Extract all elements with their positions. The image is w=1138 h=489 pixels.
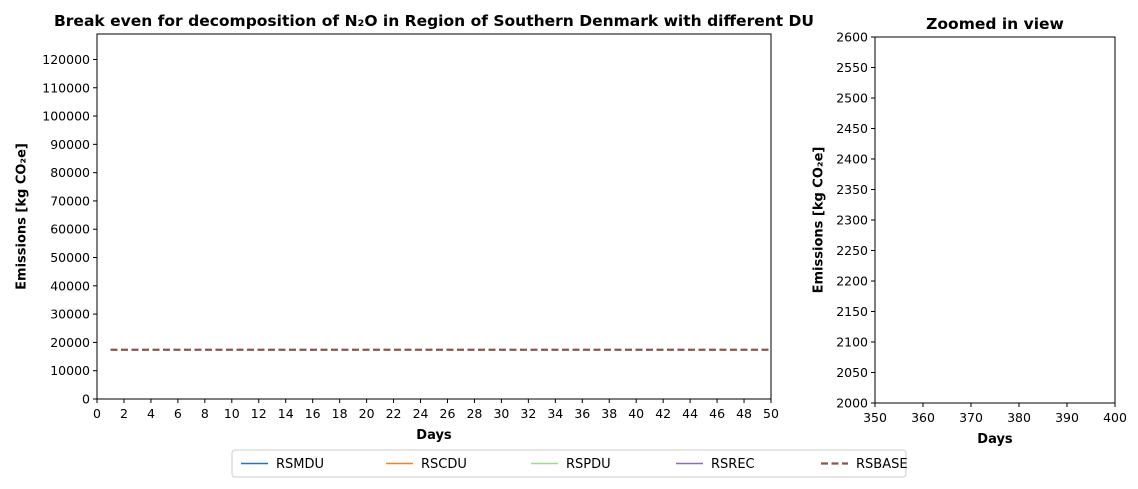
x-tick-label: 4: [147, 406, 155, 421]
chart-zoom: Zoomed in view 350 360 370 380 390 400 2000 2050…: [812, 15, 1127, 447]
y-tick-label: 100000: [42, 109, 90, 124]
x-tick-label: 46: [709, 406, 725, 421]
y-tick-label: 2000: [836, 396, 868, 411]
x-tick-label: 380: [1007, 410, 1031, 425]
x-tick-label: 36: [574, 406, 590, 421]
x-tick-label: 26: [440, 406, 456, 421]
legend: RSMDU RSCDU RSPDU RSREC RSBASE: [231, 449, 908, 478]
x-tick-label: 30: [493, 406, 509, 421]
x-tick-label: 18: [332, 406, 348, 421]
x-tick-label: 40: [628, 406, 644, 421]
x-tick-label: 34: [547, 406, 563, 421]
y-tick-label: 10000: [50, 363, 90, 378]
legend-frame: [231, 449, 907, 478]
x-axis-label: Days: [416, 428, 452, 443]
x-tick-label: 360: [911, 410, 935, 425]
x-tick-label: 12: [251, 406, 267, 421]
x-tick-label: 38: [601, 406, 617, 421]
legend-label-rspdu: RSPDU: [566, 457, 611, 472]
y-tick-label: 70000: [50, 193, 90, 208]
x-tick-label: 20: [359, 406, 375, 421]
y-tick-label: 90000: [50, 137, 90, 152]
legend-label-rsbase: RSBASE: [856, 457, 908, 472]
y-tick-label: 80000: [50, 165, 90, 180]
legend-label-rsrec: RSREC: [711, 457, 755, 472]
y-tick-label: 2250: [836, 243, 868, 258]
x-tick-label: 400: [1103, 410, 1127, 425]
y-tick-label: 0: [82, 392, 90, 407]
x-tick-label: 32: [520, 406, 536, 421]
x-tick-label: 28: [466, 406, 482, 421]
y-tick-label: 2100: [836, 335, 868, 350]
legend-label-rscdu: RSCDU: [421, 457, 467, 472]
y-tick-label: 60000: [50, 222, 90, 237]
chart-main: Break even for decomposition of N₂O in R…: [15, 12, 815, 443]
y-tick-label: 40000: [50, 278, 90, 293]
x-tick-label: 390: [1055, 410, 1079, 425]
y-tick-label: 50000: [50, 250, 90, 265]
y-tick-label: 2550: [836, 60, 868, 75]
x-tick-label: 24: [413, 406, 429, 421]
y-tick-label: 2450: [836, 121, 868, 136]
x-tick-label: 16: [305, 406, 321, 421]
y-tick-label: 2200: [836, 274, 868, 289]
x-tick-label: 6: [174, 406, 182, 421]
y-tick-label: 2050: [836, 365, 868, 380]
x-tick-label: 22: [386, 406, 402, 421]
y-tick-label: 110000: [42, 80, 90, 95]
x-tick-label: 0: [93, 406, 101, 421]
x-axis-label: Days: [977, 432, 1013, 447]
y-tick-label: 2150: [836, 304, 868, 319]
x-tick-label: 48: [736, 406, 752, 421]
x-tick-label: 8: [201, 406, 209, 421]
y-tick-label: 2350: [836, 182, 868, 197]
x-tick-label: 10: [224, 406, 240, 421]
y-tick-label: 120000: [42, 52, 90, 67]
y-tick-label: 2600: [836, 30, 868, 45]
y-tick-label: 30000: [50, 307, 90, 322]
y-tick-label: 2500: [836, 91, 868, 106]
x-tick-label: 14: [278, 406, 294, 421]
y-tick-label: 2300: [836, 213, 868, 228]
legend-label-rsmdu: RSMDU: [276, 457, 324, 472]
x-tick-label: 2: [120, 406, 128, 421]
chart-title: Zoomed in view: [926, 15, 1064, 33]
x-tick-label: 50: [763, 406, 779, 421]
x-tick-label: 370: [959, 410, 983, 425]
y-axis-label: Emissions [kg CO₂e]: [812, 147, 827, 294]
chart-title: Break even for decomposition of N₂O in R…: [54, 12, 814, 30]
x-tick-label: 44: [682, 406, 698, 421]
x-tick-label: 42: [655, 406, 671, 421]
plot-frame: [96, 33, 772, 400]
y-axis-label: Emissions [kg CO₂e]: [15, 143, 30, 290]
plot-frame: [874, 36, 1116, 404]
x-tick-label: 350: [863, 410, 887, 425]
y-tick-label: 2400: [836, 152, 868, 167]
y-tick-label: 20000: [50, 335, 90, 350]
